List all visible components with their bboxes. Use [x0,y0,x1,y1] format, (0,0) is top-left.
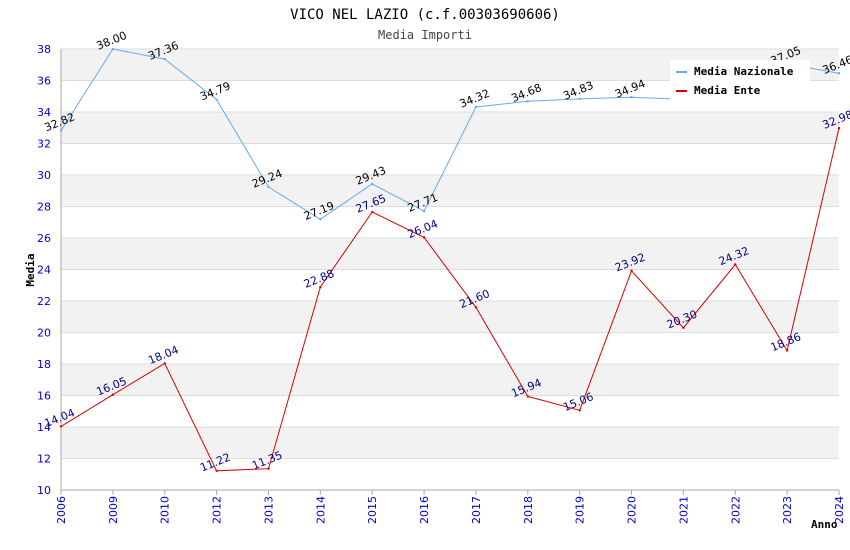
data-point [526,100,529,103]
y-tick-label: 34 [37,106,51,119]
plot-band [61,301,839,333]
x-axis-title: Anno [811,518,838,531]
data-point [630,269,633,272]
data-point [837,72,841,75]
data-point [319,218,322,221]
plot-band [61,206,839,238]
y-tick-label: 28 [37,201,51,214]
x-tick-label: 2022 [729,496,742,524]
data-point [267,467,270,470]
x-tick-label: 2016 [418,496,431,524]
data-point [215,469,218,472]
x-tick-labels: 2006 2009 2010 2012 2013 2014 2015 2016 2017 2018… [55,496,846,524]
y-tick-label: 14 [37,421,51,434]
data-point [111,47,115,51]
plot-bands [61,49,839,490]
data-point [682,326,685,329]
x-tick-label: 2009 [107,496,120,524]
gridlines [61,48,839,491]
y-axis-title: Media [24,253,37,286]
data-point [422,236,426,239]
legend-label-nazionale: Media Nazionale [694,65,794,78]
legend-label-ente: Media Ente [694,84,761,97]
data-point [734,263,737,266]
series-line-ente [60,127,840,472]
x-tick-label: 2018 [522,496,535,524]
y-tick-label: 24 [37,264,51,277]
data-point [319,285,322,289]
plot-band [61,364,839,396]
x-tick-label: 2024 [833,496,846,524]
data-point [215,98,218,101]
plot-band [61,269,839,301]
x-tick-label: 2010 [159,496,172,524]
legend: Media Nazionale Media Ente [670,60,810,102]
y-tick-label: 30 [37,169,51,182]
x-tick-label: 2013 [262,496,275,524]
data-point [474,105,478,109]
x-tick-label: 2006 [55,496,68,524]
y-tick-label: 38 [37,43,51,56]
data-point [422,209,426,213]
y-tick-label: 10 [37,484,51,497]
y-tick-label: 26 [37,232,51,245]
plot-band [61,427,839,459]
x-tick-label: 2015 [366,496,379,524]
x-tick-label: 2012 [211,496,224,524]
x-tick-label: 2019 [574,496,587,524]
x-tick-label: 2023 [781,496,794,524]
y-tick-labels: 10 12 14 16 18 20 22 24 26 28 30 32 34 36 38 [37,43,51,497]
data-point [578,97,581,101]
y-tick-label: 16 [37,390,51,403]
y-tick-label: 18 [37,358,51,371]
data-point [267,185,270,189]
x-tick-label: 2020 [626,496,639,524]
chart-title: VICO NEL LAZIO (c.f.00303690606) [290,7,560,23]
data-point [578,409,581,412]
data-point [163,362,166,365]
data-point [59,129,63,132]
x-tick-label: 2017 [470,496,483,524]
chart-subtitle: Media Importi [378,28,472,42]
x-tick-label: 2021 [677,496,690,524]
y-tick-label: 22 [37,295,51,308]
data-point [526,395,529,398]
plot-band [61,238,839,270]
data-point [630,95,633,99]
y-tick-label: 32 [37,138,51,151]
legend-box [670,60,810,102]
plot-band [61,332,839,364]
axes [60,49,840,495]
plot-band [61,112,839,144]
y-tick-label: 20 [37,327,51,340]
data-point [59,425,63,428]
data-point [163,57,166,61]
data-point [111,393,115,396]
y-tick-label: 12 [37,453,51,466]
data-point [371,182,374,186]
plot-band [61,458,839,490]
data-point [837,126,841,130]
y-tick-label: 36 [37,75,51,88]
data-point [474,306,478,309]
data-point [785,349,789,352]
x-tick-label: 2014 [314,496,327,524]
data-point [371,210,374,214]
plot-band [61,175,839,207]
plot-band [61,395,839,427]
